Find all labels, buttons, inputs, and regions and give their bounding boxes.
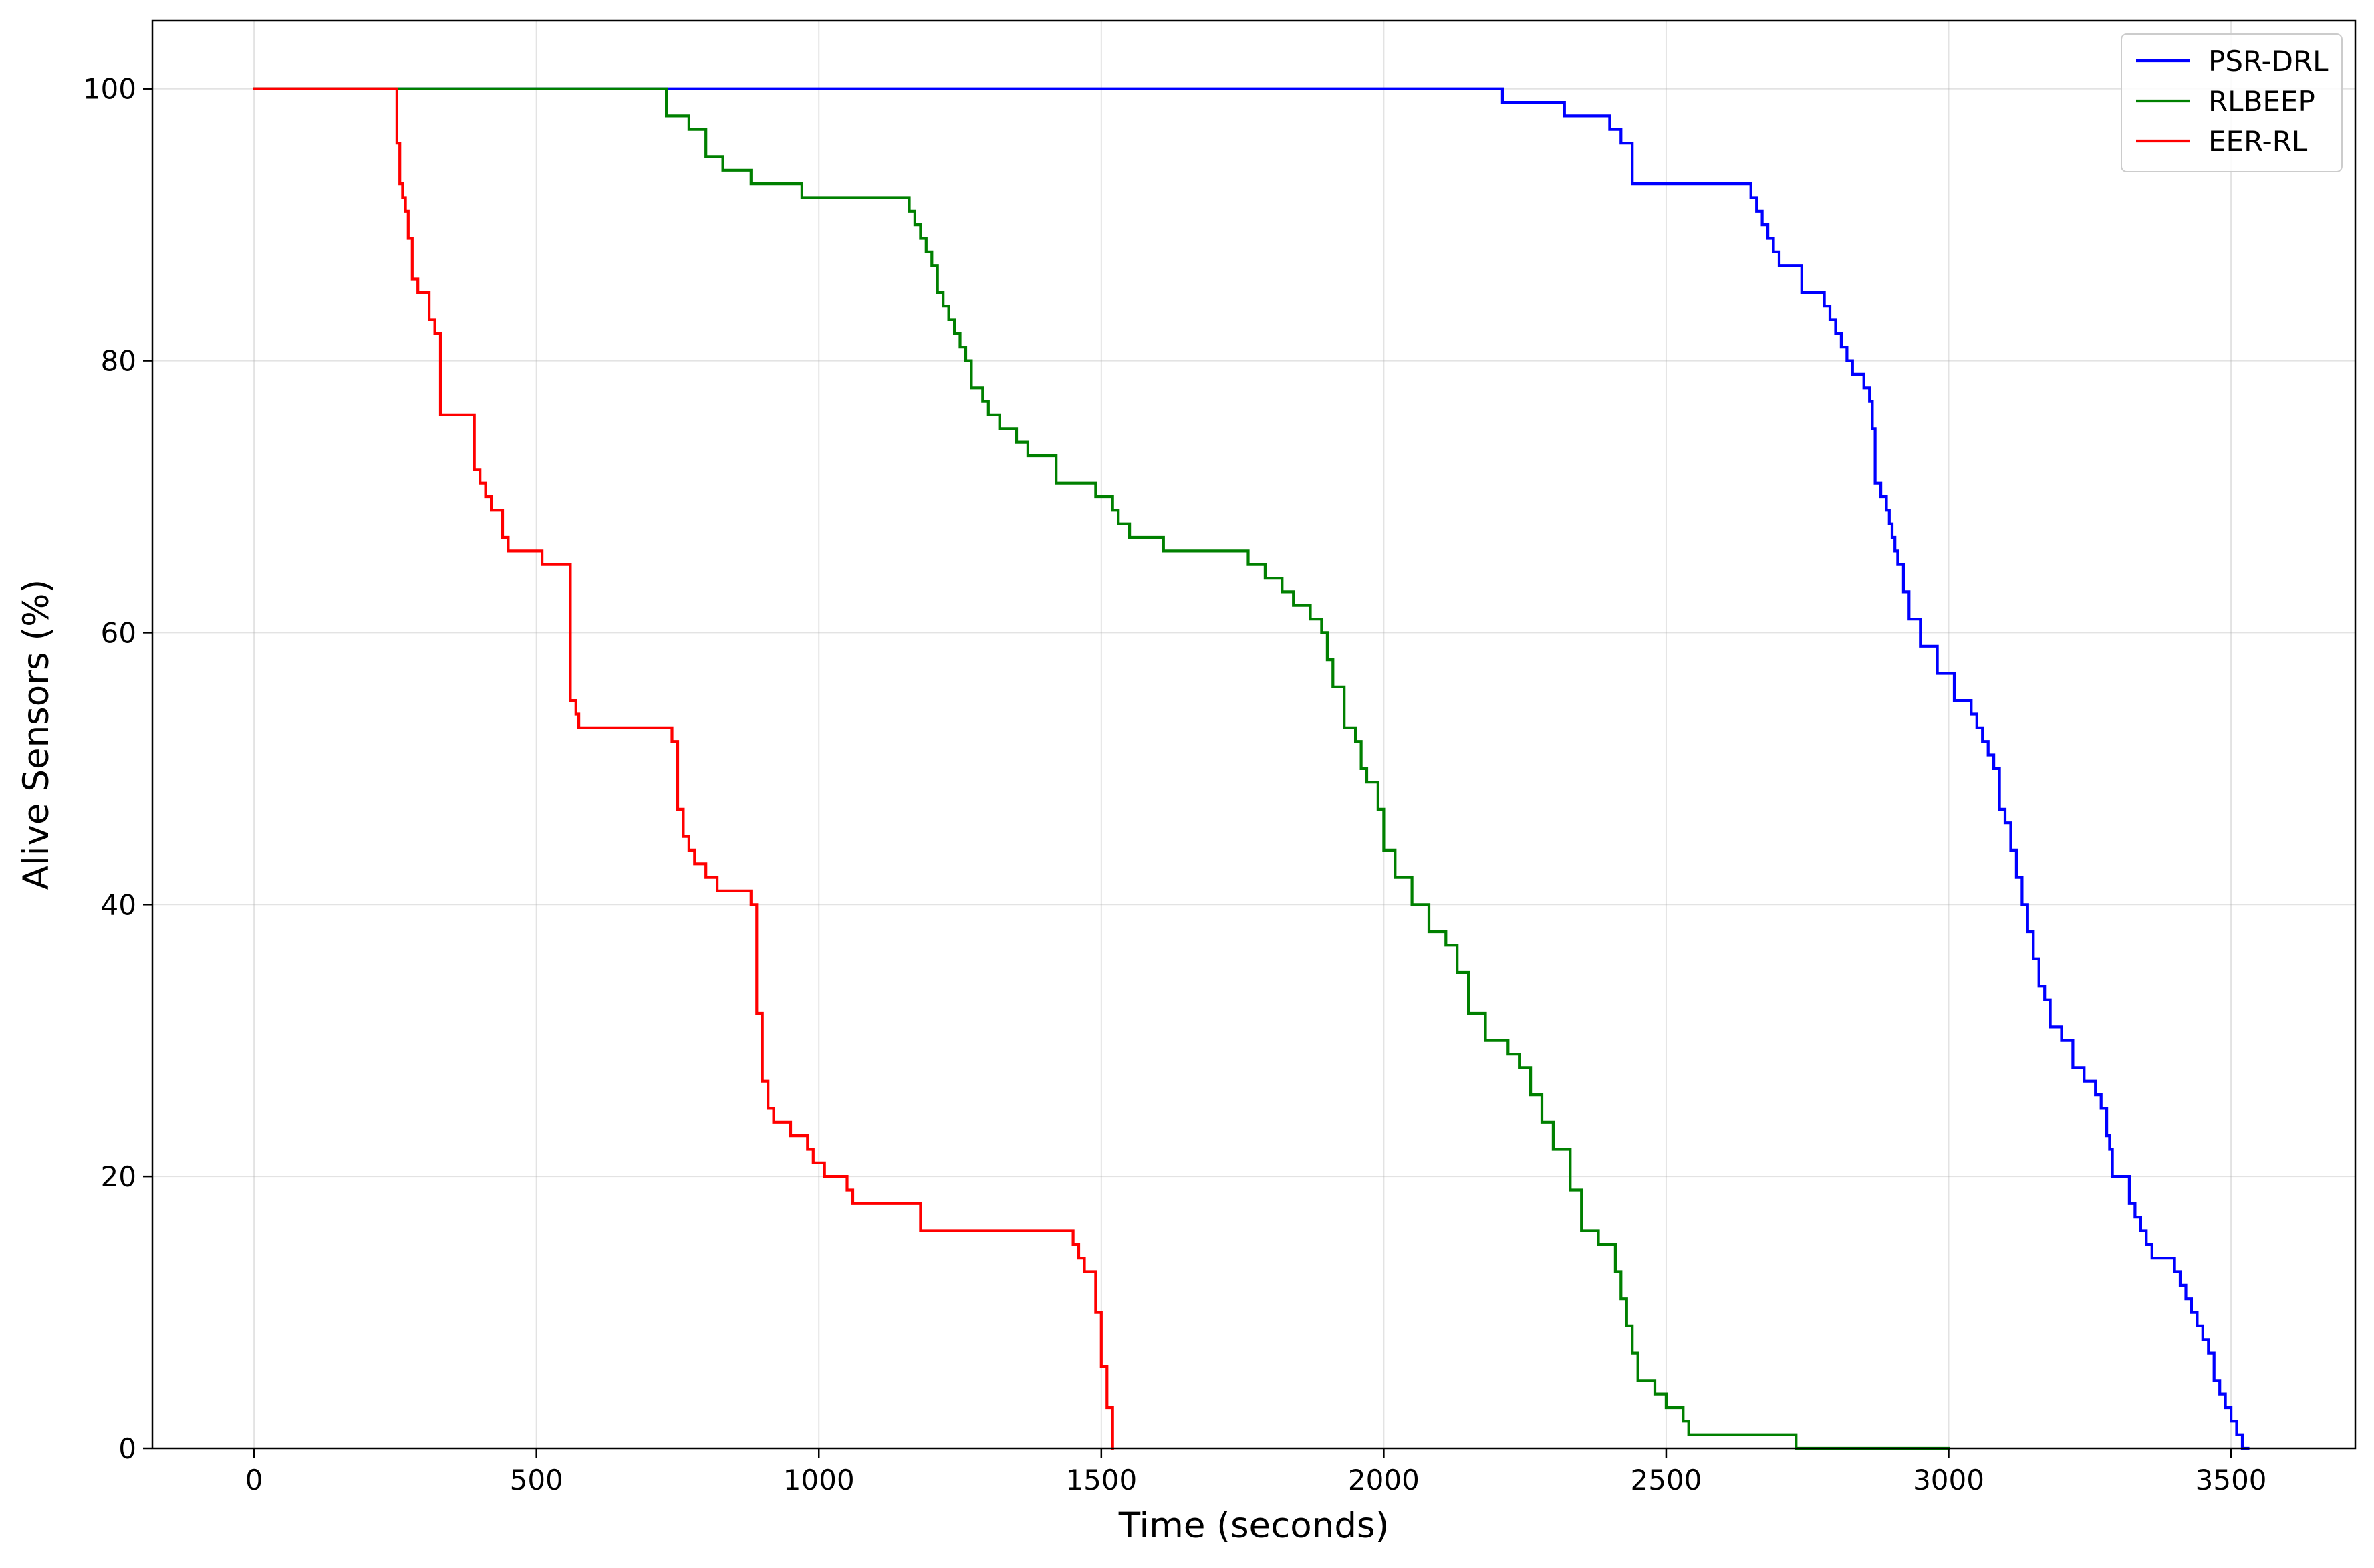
- x-tick-label: 2500: [1630, 1464, 1702, 1496]
- y-tick-label: 0: [118, 1432, 136, 1465]
- series-lines: [253, 87, 2250, 1450]
- x-tick-label: 3500: [2196, 1464, 2267, 1496]
- y-tick-label: 100: [83, 73, 136, 106]
- y-tick-label: 20: [101, 1160, 136, 1193]
- legend-label-rlbeep: RLBEEP: [2208, 85, 2315, 118]
- x-tick-label: 0: [245, 1464, 263, 1496]
- x-tick-label: 1000: [783, 1464, 855, 1496]
- x-tick-label: 2000: [1348, 1464, 1420, 1496]
- legend-label-psr-drl: PSR-DRL: [2208, 45, 2329, 78]
- y-tick-label: 80: [101, 345, 136, 378]
- x-axis-ticks: 0 500 1000 1500 2000 2500 3000 3500: [245, 1448, 2267, 1496]
- series-line-eer-rl: [253, 87, 1114, 1450]
- y-tick-label: 40: [101, 888, 136, 921]
- series-line-rlbeep: [253, 87, 1950, 1450]
- x-tick-label: 3000: [1913, 1464, 1984, 1496]
- plot-area-frame: [151, 19, 2357, 1450]
- x-tick-label: 500: [510, 1464, 563, 1496]
- x-tick-label: 1500: [1065, 1464, 1137, 1496]
- y-axis-ticks: 0 20 40 60 80 100: [83, 73, 152, 1465]
- legend-label-eer-rl: EER-RL: [2208, 125, 2308, 158]
- legend: PSR-DRL RLBEEP EER-RL: [2121, 33, 2343, 172]
- x-axis-title: Time (seconds): [1118, 1505, 1390, 1546]
- y-axis-title: Alive Sensors (%): [16, 579, 57, 890]
- y-tick-label: 60: [101, 616, 136, 649]
- legend-box: [2121, 33, 2343, 172]
- series-line-psr-drl: [253, 87, 2250, 1450]
